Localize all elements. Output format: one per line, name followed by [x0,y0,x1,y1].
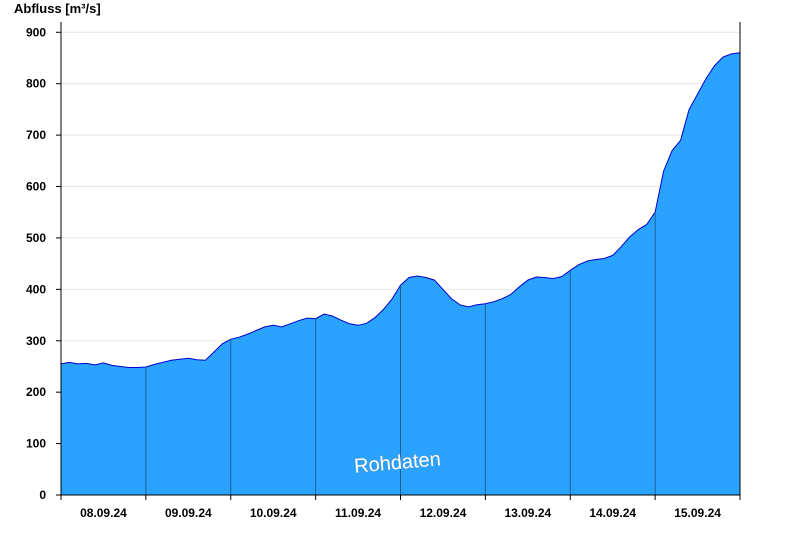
y-axis-title: Abfluss [m³/s] [14,1,101,16]
x-tick-label: 09.09.24 [165,506,212,520]
y-tick-label: 800 [26,77,46,91]
x-tick-label: 13.09.24 [504,506,551,520]
discharge-line [60,52,741,368]
y-tick-label: 100 [26,437,46,451]
y-tick-label: 300 [26,334,46,348]
y-ticks: 0 100 200 300 400 500 600 700 800 900 [26,25,61,502]
day-dividers [145,212,656,495]
x-tick-label: 08.09.24 [80,506,127,520]
y-tick-label: 200 [26,385,46,399]
x-tick-label: 15.09.24 [674,506,721,520]
y-tick-label: 700 [26,128,46,142]
y-tick-label: 500 [26,231,46,245]
x-ticks: 08.09.24 09.09.24 10.09.24 11.09.24 12.09.24… [60,495,741,520]
x-tick-label: 10.09.24 [250,506,297,520]
y-tick-label: 400 [26,282,46,296]
x-tick-label: 12.09.24 [420,506,467,520]
x-tick-label: 11.09.24 [335,506,381,520]
x-tick-label: 14.09.24 [589,506,636,520]
y-tick-label: 0 [39,488,46,502]
y-tick-label: 600 [26,180,46,194]
y-tick-label: 900 [26,25,46,39]
